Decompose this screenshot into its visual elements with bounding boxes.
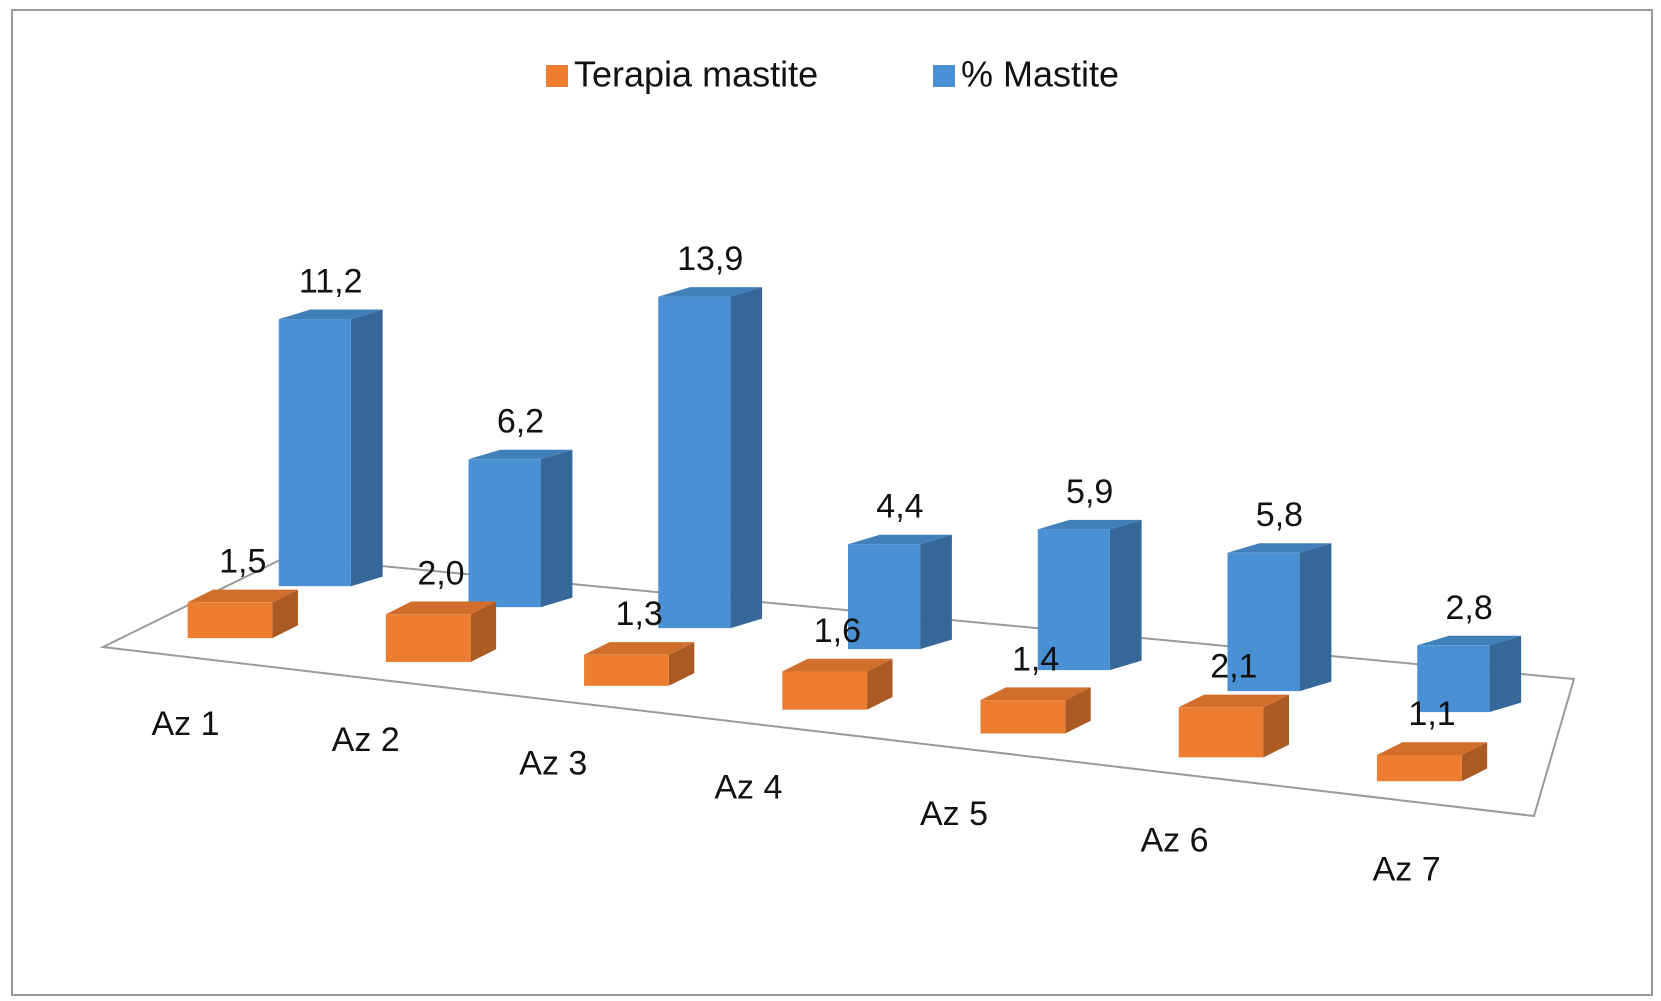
legend: Terapia mastite % Mastite [546, 54, 1119, 95]
bar [1178, 707, 1264, 758]
bar-top [468, 449, 573, 460]
bar [1227, 552, 1300, 692]
bar-side [867, 658, 893, 710]
bar-side [350, 309, 383, 587]
bar-side [730, 287, 763, 629]
x-tick-label: Az 2 [332, 721, 400, 759]
data-label: 2,0 [417, 555, 464, 593]
bar [1037, 529, 1110, 671]
bar-side [272, 589, 298, 639]
bar-side [1109, 519, 1142, 671]
bar-top [1227, 543, 1332, 553]
bar-side [920, 534, 952, 650]
bar [278, 319, 351, 587]
data-label: 1,4 [1012, 640, 1059, 678]
data-label: 11,2 [299, 263, 363, 301]
data-label: 5,9 [1066, 473, 1113, 511]
bar-side [1299, 543, 1332, 692]
bar-top [1417, 635, 1522, 646]
floor [99, 555, 1576, 818]
bar-top [278, 309, 383, 320]
bar-side [1263, 694, 1289, 758]
bar-side [470, 601, 497, 662]
legend-label: % Mastite [961, 54, 1119, 95]
bar [848, 544, 921, 650]
x-tick-label: Az 3 [519, 744, 587, 782]
bar-side [1461, 742, 1488, 782]
data-label: 1,3 [616, 595, 663, 633]
plot: 11,2 1,5 6,2 2,0 13,9 1,3 4,4 1,6 5,9 1,4 5,8 2,1 2,… [151, 240, 1522, 888]
data-label: 6,2 [497, 403, 544, 441]
bar [658, 296, 731, 629]
chart-border [11, 9, 1653, 996]
bar [385, 614, 471, 662]
x-tick-label: Az 1 [151, 705, 219, 743]
legend-label: Terapia mastite [574, 54, 818, 95]
data-label: 13,9 [677, 240, 743, 278]
bar-top [187, 589, 298, 603]
x-tick-label: Az 6 [1140, 822, 1208, 860]
bar-top [1178, 694, 1289, 708]
x-tick-label: Az 7 [1373, 850, 1441, 888]
legend-swatch [546, 65, 568, 87]
data-label: 2,8 [1446, 589, 1493, 627]
bar-top [1037, 519, 1142, 530]
bar-top [980, 687, 1091, 701]
data-label: 1,1 [1408, 695, 1455, 733]
data-label: 1,6 [814, 612, 861, 650]
bar [187, 602, 273, 639]
bar [1417, 645, 1490, 713]
data-label: 2,1 [1210, 648, 1257, 686]
bar [782, 671, 868, 710]
bar [980, 700, 1066, 734]
data-label: 5,8 [1256, 496, 1303, 534]
bar-top [584, 642, 695, 655]
bar-side [1489, 635, 1522, 713]
bar [468, 459, 541, 608]
bar-top [848, 534, 952, 545]
legend-swatch [933, 65, 955, 87]
bar-top [1376, 742, 1488, 755]
x-tick-label: Az 4 [714, 769, 782, 807]
bar-side [540, 449, 573, 608]
bar-top [385, 601, 497, 615]
bar-side [1065, 687, 1091, 734]
x-tick-label: Az 5 [920, 795, 988, 833]
bar-top [782, 658, 893, 672]
data-label: 1,5 [219, 543, 266, 581]
bar-top [658, 287, 763, 297]
bar [1376, 754, 1462, 782]
bar [584, 654, 669, 686]
data-label: 4,4 [876, 488, 923, 526]
bar-side [668, 642, 695, 686]
